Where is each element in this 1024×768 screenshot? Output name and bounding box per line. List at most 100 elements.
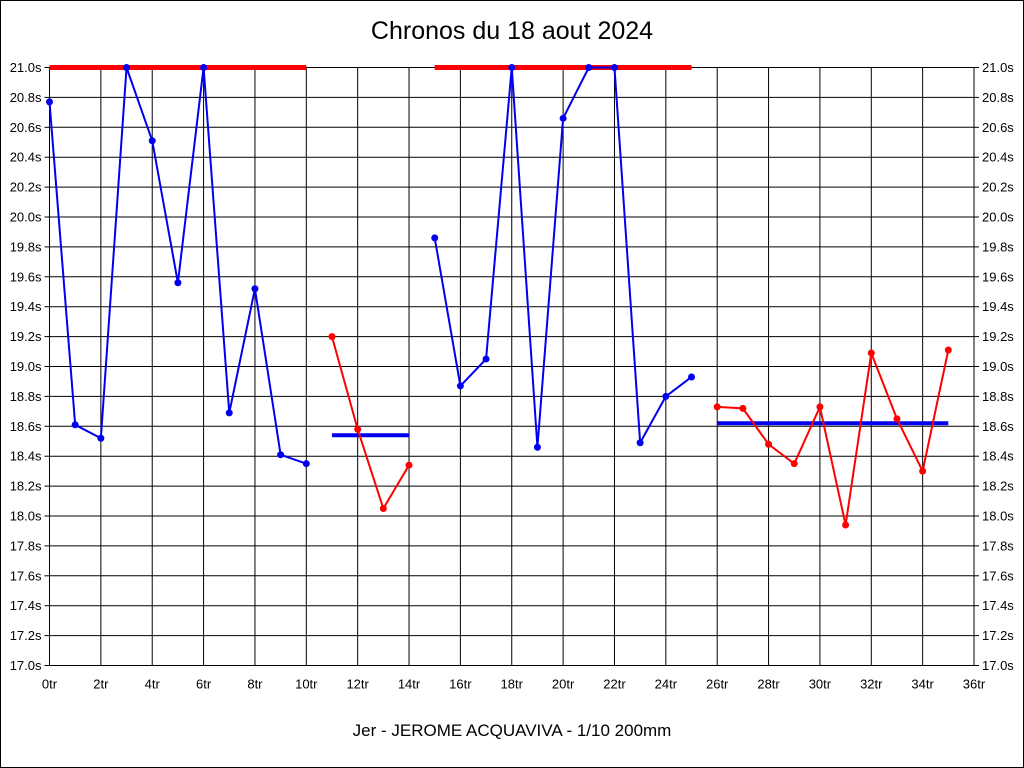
y-axis-tick-label-right: 18.0s — [982, 509, 1014, 524]
y-axis-tick-label-left: 20.8s — [10, 90, 42, 105]
y-axis-tick-label-right: 17.0s — [982, 658, 1014, 673]
y-axis-tick-label-left: 20.0s — [10, 210, 42, 225]
series-point-red-run-1 — [354, 425, 362, 433]
y-axis-tick-label-left: 18.2s — [10, 479, 42, 494]
chart-caption: Jer - JEROME ACQUAVIVA - 1/10 200mm — [352, 721, 672, 740]
y-axis-tick-label-left: 17.2s — [10, 628, 42, 643]
series-point-red-run-2 — [790, 460, 798, 468]
series-point-blue-run-2 — [431, 234, 439, 242]
series-point-red-run-2 — [867, 349, 875, 357]
y-axis-tick-label-right: 19.2s — [982, 329, 1014, 344]
y-axis-tick-label-right: 21.0s — [982, 60, 1014, 75]
series-point-red-run-2 — [713, 403, 721, 411]
y-axis-tick-label-right: 18.6s — [982, 419, 1014, 434]
x-axis-tick-label: 24tr — [655, 677, 678, 692]
series-point-red-run-1 — [379, 505, 387, 513]
x-axis-tick-label: 8tr — [247, 677, 263, 692]
y-axis-tick-label-left: 21.0s — [10, 60, 42, 75]
y-axis-tick-label-right: 19.0s — [982, 359, 1014, 374]
x-axis-tick-label: 26tr — [706, 677, 729, 692]
x-axis-tick-label: 30tr — [809, 677, 832, 692]
y-axis-tick-label-right: 19.4s — [982, 299, 1014, 314]
y-axis-tick-label-right: 20.4s — [982, 150, 1014, 165]
x-axis-tick-label: 0tr — [42, 677, 58, 692]
x-axis-tick-label: 22tr — [603, 677, 626, 692]
y-axis-tick-label-left: 19.2s — [10, 329, 42, 344]
series-point-blue-run-1 — [97, 434, 105, 442]
y-axis-tick-label-right: 20.2s — [982, 180, 1014, 195]
y-axis-tick-label-left: 20.6s — [10, 120, 42, 135]
series-point-blue-run-2 — [662, 392, 670, 400]
series-line-red-run-2 — [716, 349, 950, 526]
series-point-blue-run-2 — [585, 64, 593, 71]
x-axis-tick-label: 12tr — [346, 677, 369, 692]
series-point-red-run-2 — [919, 467, 927, 475]
series-point-red-run-1 — [405, 461, 413, 469]
series-point-red-run-2 — [842, 521, 850, 529]
y-axis-tick-label-left: 17.4s — [10, 598, 42, 613]
y-axis-tick-label-left: 18.4s — [10, 449, 42, 464]
series-point-blue-run-1 — [46, 98, 53, 106]
y-axis-tick-label-left: 19.6s — [10, 269, 42, 284]
series-point-blue-run-1 — [71, 421, 79, 429]
y-axis-tick-label-left: 18.0s — [10, 509, 42, 524]
series-point-blue-run-1 — [277, 451, 285, 459]
series-point-blue-run-1 — [225, 409, 233, 417]
x-axis-tick-label: 4tr — [145, 677, 161, 692]
y-axis-tick-label-right: 19.8s — [982, 239, 1014, 254]
series-point-blue-run-2 — [610, 64, 618, 71]
x-axis-tick-label: 32tr — [860, 677, 883, 692]
x-axis-tick-label: 2tr — [93, 677, 109, 692]
series-point-blue-run-2 — [533, 443, 541, 451]
series-point-blue-run-1 — [174, 279, 182, 287]
series-point-blue-run-2 — [456, 382, 464, 390]
x-axis-tick-label: 6tr — [196, 677, 212, 692]
series-line-red-run-1 — [330, 335, 411, 510]
y-axis-tick-label-left: 17.0s — [10, 658, 42, 673]
x-axis-tick-label: 36tr — [963, 677, 986, 692]
series-point-red-run-1 — [328, 333, 336, 341]
series-point-blue-run-1 — [251, 285, 259, 293]
x-axis-tick-label: 14tr — [398, 677, 421, 692]
x-axis-tick-label: 10tr — [295, 677, 318, 692]
series-point-blue-run-2 — [688, 373, 696, 381]
y-axis-tick-label-left: 19.8s — [10, 239, 42, 254]
y-axis-tick-label-right: 20.6s — [982, 120, 1014, 135]
series-point-red-run-2 — [816, 403, 824, 411]
x-axis-tick-label: 34tr — [911, 677, 934, 692]
series-point-red-run-2 — [765, 440, 773, 448]
y-axis-tick-label-right: 17.4s — [982, 598, 1014, 613]
y-axis-tick-label-left: 20.4s — [10, 150, 42, 165]
y-axis-tick-label-left: 19.0s — [10, 359, 42, 374]
series-point-blue-run-1 — [148, 137, 156, 145]
y-axis-tick-label-right: 17.2s — [982, 628, 1014, 643]
series-point-blue-run-2 — [559, 114, 567, 122]
series-point-red-run-2 — [893, 415, 901, 423]
series-point-blue-run-2 — [508, 64, 516, 71]
series-point-blue-run-2 — [636, 439, 644, 447]
y-axis-tick-label-right: 17.6s — [982, 568, 1014, 583]
y-axis-tick-label-left: 18.6s — [10, 419, 42, 434]
x-axis-tick-label: 18tr — [501, 677, 524, 692]
x-axis-tick-label: 20tr — [552, 677, 575, 692]
series-point-blue-run-1 — [123, 64, 131, 71]
y-axis-tick-label-right: 19.6s — [982, 269, 1014, 284]
x-axis-tick-label: 16tr — [449, 677, 472, 692]
series-point-red-run-2 — [739, 404, 747, 412]
series-point-blue-run-1 — [200, 64, 208, 71]
y-axis-tick-label-left: 18.8s — [10, 389, 42, 404]
series-point-blue-run-2 — [482, 355, 490, 363]
y-axis-tick-label-right: 18.4s — [982, 449, 1014, 464]
y-axis-tick-label-left: 17.6s — [10, 568, 42, 583]
y-axis-tick-label-left: 17.8s — [10, 538, 42, 553]
y-axis-tick-label-left: 19.4s — [10, 299, 42, 314]
y-axis-tick-label-right: 20.8s — [982, 90, 1014, 105]
y-axis-tick-label-right: 18.2s — [982, 479, 1014, 494]
x-axis-tick-label: 28tr — [757, 677, 780, 692]
y-axis-tick-label-right: 20.0s — [982, 210, 1014, 225]
y-axis-tick-label-right: 18.8s — [982, 389, 1014, 404]
series-point-blue-run-1 — [302, 460, 310, 468]
series-point-red-run-2 — [944, 346, 952, 354]
chart-title: Chronos du 18 aout 2024 — [370, 17, 654, 45]
